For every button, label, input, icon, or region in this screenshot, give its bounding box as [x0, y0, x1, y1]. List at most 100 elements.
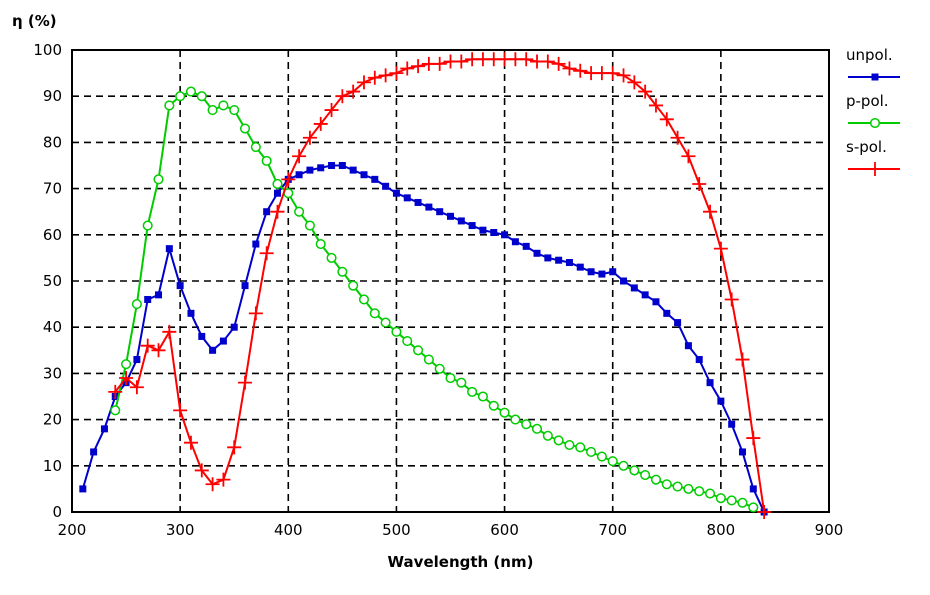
- data-point: [479, 226, 487, 234]
- data-point: [553, 435, 564, 446]
- x-tick-label: 800: [707, 521, 736, 539]
- y-tick-label: 40: [43, 318, 62, 336]
- axis-ticks: 200 300 400 500 600 700 800 900 0 10 20 30 40 50 60 70 8…: [33, 41, 843, 539]
- data-point: [328, 162, 336, 169]
- data-point: [694, 486, 705, 497]
- data-point: [715, 493, 726, 504]
- data-point: [133, 356, 141, 364]
- legend-item-unpol: unpol.: [846, 46, 900, 81]
- y-tick-label: 30: [43, 364, 62, 382]
- data-point: [175, 91, 186, 102]
- data-point: [252, 240, 260, 248]
- x-tick-label: 600: [490, 521, 519, 539]
- data-point: [219, 337, 227, 345]
- data-point: [261, 155, 272, 166]
- data-point: [432, 56, 447, 71]
- data-point: [367, 70, 382, 85]
- legend-label: s-pol.: [846, 138, 887, 156]
- data-point: [165, 245, 173, 253]
- data-point: [317, 164, 325, 172]
- y-tick-label: 10: [43, 457, 62, 475]
- legend: unpol. p-pol. s-pol.: [846, 46, 900, 176]
- data-point: [565, 259, 573, 267]
- data-point: [735, 352, 750, 367]
- data-point: [672, 481, 683, 492]
- data-point: [519, 52, 534, 67]
- data-point: [389, 66, 404, 81]
- data-point: [209, 346, 217, 354]
- data-point: [304, 220, 315, 231]
- data-point: [627, 75, 642, 90]
- y-tick-label: 0: [52, 503, 62, 521]
- data-point: [703, 204, 718, 219]
- data-point: [609, 268, 617, 276]
- data-point: [640, 469, 651, 481]
- data-point: [263, 208, 271, 216]
- x-tick-label: 900: [815, 521, 844, 539]
- data-point: [522, 242, 530, 250]
- data-point: [575, 442, 586, 453]
- legend-label: unpol.: [846, 46, 893, 64]
- y-tick-label: 50: [43, 272, 62, 290]
- data-point: [650, 474, 662, 485]
- data-point: [281, 172, 296, 187]
- data-point: [587, 268, 595, 276]
- x-tick-label: 300: [166, 521, 195, 539]
- data-point: [183, 435, 198, 450]
- data-point: [501, 231, 509, 239]
- data-point: [555, 256, 563, 264]
- data-point: [185, 86, 197, 97]
- data-point: [445, 372, 456, 384]
- x-axis-label: Wavelength (nm): [388, 553, 534, 571]
- data-point: [457, 217, 465, 225]
- data-point: [748, 502, 759, 513]
- data-point: [207, 105, 218, 116]
- data-point: [155, 291, 163, 299]
- data-point: [607, 456, 618, 467]
- data-point: [119, 371, 134, 386]
- data-point: [468, 222, 476, 230]
- data-point: [248, 306, 263, 321]
- data-point: [144, 295, 152, 303]
- data-point: [121, 359, 132, 370]
- data-point: [173, 403, 188, 418]
- series-line-unpol: [81, 164, 766, 513]
- data-point: [467, 386, 478, 397]
- data-point: [521, 419, 532, 430]
- data-point: [414, 198, 422, 206]
- data-point: [360, 171, 368, 179]
- data-point: [737, 497, 748, 508]
- x-tick-label: 400: [274, 521, 303, 539]
- data-point: [630, 284, 638, 292]
- data-point: [629, 465, 640, 476]
- data-point: [616, 68, 631, 83]
- data-point: [413, 345, 424, 356]
- data-point: [663, 309, 671, 317]
- plot-frame: [71, 49, 830, 513]
- y-tick-label: 60: [43, 226, 62, 244]
- data-point: [661, 479, 672, 490]
- data-point: [302, 130, 317, 145]
- data-point: [230, 323, 238, 331]
- data-point: [596, 451, 607, 462]
- data-point: [90, 448, 98, 456]
- data-point: [488, 400, 499, 411]
- data-point: [618, 460, 629, 471]
- data-point: [540, 54, 555, 69]
- data-point: [151, 343, 166, 358]
- data-point: [551, 56, 566, 71]
- grid: [72, 50, 829, 512]
- x-tick-label: 200: [58, 521, 87, 539]
- data-point: [292, 149, 307, 164]
- data-point: [400, 61, 415, 76]
- data-point: [164, 100, 175, 111]
- data-point: [196, 91, 207, 102]
- data-point: [648, 98, 663, 113]
- data-point: [598, 270, 606, 278]
- data-point: [620, 277, 628, 285]
- x-tick-label: 700: [598, 521, 627, 539]
- data-point: [129, 380, 144, 395]
- data-point: [140, 338, 155, 353]
- series-unpol: [79, 162, 768, 516]
- data-point: [306, 166, 314, 174]
